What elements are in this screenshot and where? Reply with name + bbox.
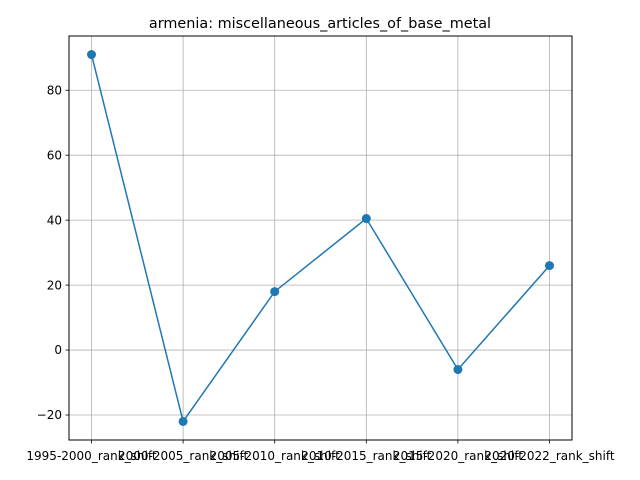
y-tick-label: 60 bbox=[47, 148, 62, 162]
x-tick-label: 2020-2022_rank_shift bbox=[484, 449, 614, 463]
y-tick-label: 0 bbox=[54, 343, 62, 357]
x-tick-label: 1995-2000_rank_shift bbox=[26, 449, 156, 463]
x-tick-label: 2000-2005_rank_shift bbox=[118, 449, 248, 463]
data-point bbox=[178, 416, 188, 426]
series-line bbox=[90, 54, 551, 424]
chart-title: armenia: miscellaneous_articles_of_base_… bbox=[149, 16, 491, 32]
x-axis: 1995-2000_rank_shift2000-2005_rank_shift… bbox=[26, 440, 615, 463]
y-tick-label: 20 bbox=[47, 278, 62, 292]
y-axis: −20 0 20 40 60 80 bbox=[37, 83, 69, 422]
x-tick-label: 2010-2015_rank_shift bbox=[301, 449, 431, 463]
y-tick-label: 80 bbox=[47, 83, 62, 97]
data-point bbox=[453, 365, 463, 375]
x-tick-label: 2005-2010_rank_shift bbox=[210, 449, 340, 463]
plot-area bbox=[69, 36, 572, 440]
x-tick-label: 2015-2020_rank_shift bbox=[393, 449, 523, 463]
y-tick-label: −20 bbox=[37, 408, 62, 422]
data-point bbox=[87, 50, 96, 60]
series-group bbox=[87, 50, 554, 426]
data-point bbox=[545, 261, 554, 271]
plot-frame bbox=[68, 35, 573, 441]
data-point bbox=[361, 214, 371, 224]
y-tick-label: 40 bbox=[47, 213, 62, 227]
data-point bbox=[270, 287, 280, 297]
